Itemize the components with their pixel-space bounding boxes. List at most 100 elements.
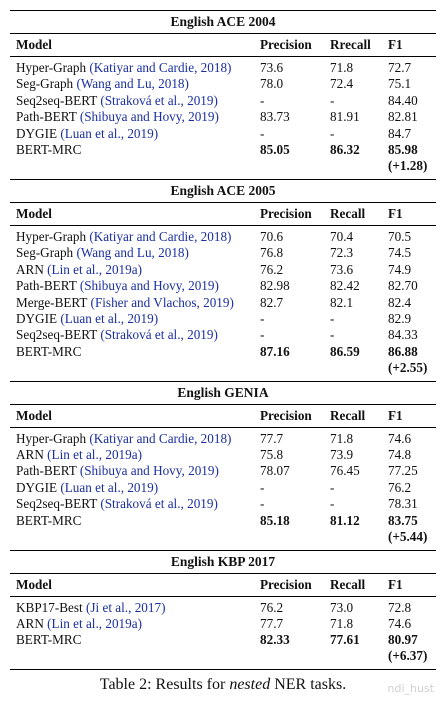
f1-cell: 84.33: [388, 327, 418, 343]
citation-link[interactable]: (Fisher and Vlachos, 2019): [90, 294, 234, 310]
section-top-rule: [10, 178, 436, 180]
table-caption: Table 2: Results for nested NER tasks.: [0, 676, 446, 694]
model-name: Path-BERT: [16, 109, 77, 125]
table-row: Path-BERT (Shibuya and Hovy, 2019) 83.73 8…: [10, 109, 436, 125]
precision-cell: -: [260, 327, 265, 343]
recall-cell: -: [330, 310, 335, 326]
recall-cell: 72.4: [330, 76, 354, 92]
f1-cell: 70.5: [388, 228, 412, 244]
table-row: DYGIE (Luan et al., 2019) - - 76.2: [10, 480, 436, 496]
table-row: BERT-MRC 85.18 81.12 83.75 (+5.44): [10, 513, 436, 547]
model-name: ARN: [16, 261, 44, 277]
citation-link[interactable]: (Straková et al., 2019): [100, 327, 218, 343]
model-cell: BERT-MRC: [16, 632, 81, 648]
model-cell: Path-BERT (Shibuya and Hovy, 2019): [16, 278, 219, 294]
citation-link[interactable]: (Lin et al., 2019a): [47, 616, 142, 632]
table-row: ARN (Lin et al., 2019a) 75.8 73.9 74.8: [10, 447, 436, 463]
f1-cell: 74.5: [388, 245, 412, 261]
precision-cell: 73.6: [260, 60, 284, 75]
citation-link[interactable]: (Lin et al., 2019a): [47, 261, 142, 277]
citation-link[interactable]: (Lin et al., 2019a): [47, 447, 142, 463]
header-recall: Recall: [330, 407, 366, 423]
citation-link[interactable]: (Shibuya and Hovy, 2019): [79, 278, 219, 294]
f1-gain: (+2.55): [388, 359, 428, 375]
title-rule: [10, 403, 436, 405]
section-top-rule: [10, 380, 436, 382]
table-bottom-rule: [10, 669, 436, 671]
precision-cell: 70.6: [260, 228, 284, 244]
precision-cell: 87.16: [260, 343, 290, 359]
recall-cell: 81.91: [330, 109, 360, 125]
citation-link[interactable]: (Wang and Lu, 2018): [76, 76, 189, 92]
model-name: Seg-Graph: [16, 76, 74, 92]
header-model: Model: [16, 407, 52, 423]
header-row: Model Precision Recall F1: [10, 574, 436, 596]
citation-link[interactable]: (Katiyar and Cardie, 2018): [89, 60, 232, 75]
model-cell: DYGIE (Luan et al., 2019): [16, 311, 158, 327]
table-row: Hyper-Graph (Katiyar and Cardie, 2018) 70…: [10, 229, 436, 245]
recall-cell: 77.61: [330, 632, 360, 648]
citation-link[interactable]: (Straková et al., 2019): [100, 92, 218, 108]
table-row: DYGIE (Luan et al., 2019) - - 82.9: [10, 311, 436, 327]
model-name: BERT-MRC: [16, 343, 82, 359]
f1-cell: 83.75: [388, 512, 418, 528]
citation-link[interactable]: (Luan et al., 2019): [60, 125, 159, 141]
header-f1: F1: [388, 205, 403, 221]
f1-cell: 82.81: [388, 109, 418, 125]
title-rule: [10, 572, 436, 574]
title-rule: [10, 201, 436, 203]
table-row: Hyper-Graph (Katiyar and Cardie, 2018) 73…: [10, 60, 436, 76]
recall-cell: 73.0: [330, 599, 354, 615]
caption-emphasis: nested: [229, 676, 271, 693]
citation-link[interactable]: (Ji et al., 2017): [85, 599, 166, 615]
f1-cell: 72.8: [388, 599, 412, 615]
header-row: Model Precision Rrecall F1: [10, 34, 436, 56]
table-row: DYGIE (Luan et al., 2019) - - 84.7: [10, 126, 436, 142]
model-name: ARN: [16, 616, 44, 632]
header-recall: Recall: [330, 576, 366, 592]
header-rule: [10, 426, 436, 428]
citation-link[interactable]: (Straková et al., 2019): [100, 496, 218, 512]
precision-cell: 85.05: [260, 141, 290, 157]
precision-cell: -: [260, 496, 265, 512]
citation-link[interactable]: (Shibuya and Hovy, 2019): [79, 109, 219, 125]
model-name: Seg-Graph: [16, 245, 74, 261]
citation-link[interactable]: (Luan et al., 2019): [60, 479, 159, 495]
model-cell: Seq2seq-BERT (Straková et al., 2019): [16, 327, 218, 343]
citation-link[interactable]: (Shibuya and Hovy, 2019): [79, 463, 219, 479]
f1-cell: 84.7: [388, 125, 412, 141]
header-f1: F1: [388, 576, 403, 592]
citation-link[interactable]: (Wang and Lu, 2018): [76, 245, 189, 261]
model-name: Merge-BERT: [16, 294, 88, 310]
recall-cell: 86.59: [330, 343, 360, 359]
citation-link[interactable]: (Katiyar and Cardie, 2018): [89, 430, 232, 446]
f1-cell: 77.25: [388, 463, 418, 479]
table-section: English ACE 2005 Model Precision Recall F1 Hy…: [10, 178, 436, 381]
recall-cell: 71.8: [330, 430, 354, 446]
citation-link[interactable]: (Luan et al., 2019): [60, 310, 159, 326]
model-cell: Seq2seq-BERT (Straková et al., 2019): [16, 93, 218, 109]
recall-cell: 76.45: [330, 463, 360, 479]
model-cell: KBP17-Best (Ji et al., 2017): [16, 600, 165, 616]
table-row: BERT-MRC 87.16 86.59 86.88 (+2.55): [10, 344, 436, 378]
model-cell: DYGIE (Luan et al., 2019): [16, 480, 158, 496]
header-model: Model: [16, 576, 52, 592]
precision-cell: 83.73: [260, 109, 290, 125]
model-name: DYGIE: [16, 125, 58, 141]
model-name: Hyper-Graph: [16, 60, 87, 75]
model-cell: Hyper-Graph (Katiyar and Cardie, 2018): [16, 60, 231, 76]
model-cell: ARN (Lin et al., 2019a): [16, 262, 142, 278]
header-recall: Recall: [330, 205, 366, 221]
header-rule: [10, 224, 436, 226]
header-precision: Precision: [260, 205, 312, 221]
model-name: Hyper-Graph: [16, 430, 87, 446]
citation-link[interactable]: (Katiyar and Cardie, 2018): [89, 228, 232, 244]
model-name: KBP17-Best: [16, 599, 83, 615]
table-row: Seg-Graph (Wang and Lu, 2018) 76.8 72.3 74.…: [10, 245, 436, 261]
table-section: English GENIA Model Precision Recall F1 Hyper…: [10, 380, 436, 550]
header-model: Model: [16, 37, 52, 52]
title-rule: [10, 33, 436, 34]
recall-cell: -: [330, 125, 335, 141]
model-name: DYGIE: [16, 310, 58, 326]
f1-cell: 74.9: [388, 261, 412, 277]
